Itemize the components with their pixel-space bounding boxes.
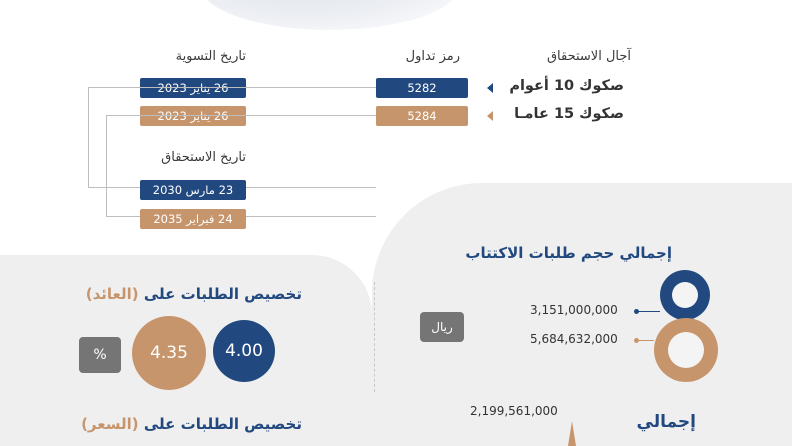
subscription-ring-15y bbox=[654, 318, 718, 382]
leader-dot-15y bbox=[634, 338, 639, 343]
leader-dot-10y bbox=[634, 309, 639, 314]
allocation-yield-title: تخصيص الطلبات على (العائد) bbox=[86, 285, 302, 303]
leader-line-10y bbox=[638, 311, 660, 312]
leader-line-15y bbox=[638, 340, 654, 341]
settlement-pill-15y: 26 يناير 2023 bbox=[140, 106, 246, 126]
allocation-price-title: تخصيص الطلبات على (السعر) bbox=[81, 415, 302, 433]
connector-line-15y bbox=[106, 115, 376, 217]
subscription-title: إجمالي حجم طلبات الاكتتاب bbox=[465, 244, 672, 262]
settlement-pill-10y: 26 يناير 2023 bbox=[140, 78, 246, 98]
maturity-date-header: تاريخ الاستحقاق bbox=[161, 150, 246, 165]
yield-circle-10y: 4.00 bbox=[213, 320, 275, 382]
maturity-pill-10y: 23 مارس 2030 bbox=[140, 180, 246, 200]
percent-unit-badge: % bbox=[79, 337, 121, 373]
ticker-header: رمز تداول bbox=[405, 49, 460, 64]
ticker-pill-15y: 5284 bbox=[376, 106, 468, 126]
riyal-unit-badge: ريال bbox=[420, 312, 464, 342]
maturity-tenor-header: آجال الاستحقاق bbox=[546, 49, 631, 64]
allocation-yield-title-main: تخصيص الطلبات على bbox=[143, 285, 302, 303]
subscription-ring-10y bbox=[660, 270, 710, 320]
maturity-pill-15y: 24 فبراير 2035 bbox=[140, 209, 246, 229]
subscription-value-10y: 3,151,000,000 bbox=[530, 303, 618, 317]
bottom-value: 2,199,561,000 bbox=[470, 404, 558, 418]
yield-circle-15y: 4.35 bbox=[132, 316, 206, 390]
allocation-price-title-sub: (السعر) bbox=[81, 415, 139, 433]
arrow-left-navy-icon bbox=[487, 83, 493, 93]
ticker-pill-10y: 5282 bbox=[376, 78, 468, 98]
subscription-value-15y: 5,684,632,000 bbox=[530, 332, 618, 346]
settlement-date-header: تاريخ التسوية bbox=[175, 49, 246, 64]
header-photo-strip bbox=[200, 0, 460, 30]
bottom-heading: إجمالي bbox=[636, 412, 696, 432]
dashed-divider bbox=[374, 282, 375, 392]
allocation-price-title-main: تخصيص الطلبات على bbox=[143, 415, 302, 433]
bottom-spike-marker bbox=[568, 421, 576, 446]
allocation-yield-title-sub: (العائد) bbox=[85, 285, 139, 303]
sukuk-10-years-label: صكوك 10 أعوام bbox=[509, 78, 624, 94]
arrow-left-tan-icon bbox=[487, 111, 493, 121]
sukuk-15-years-label: صكوك 15 عامـا bbox=[514, 106, 624, 122]
